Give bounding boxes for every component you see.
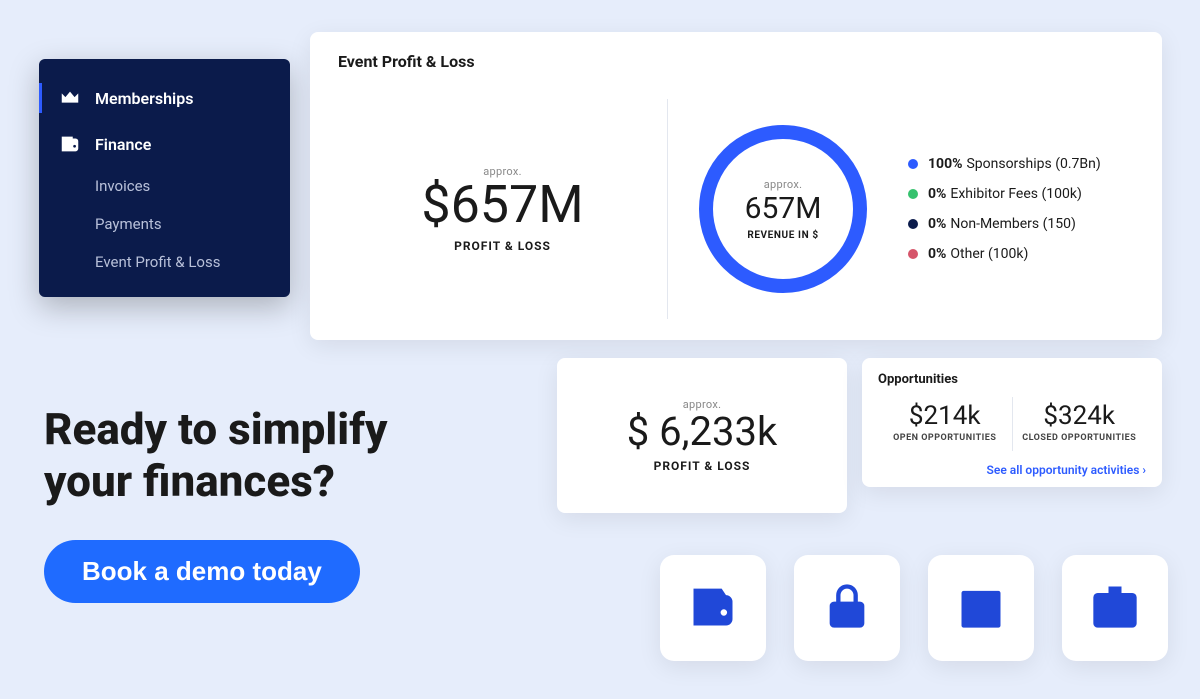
sidebar-sub-invoices[interactable]: Invoices (39, 167, 290, 205)
pl-value: $657M (421, 178, 583, 233)
legend-item: 100% Sponsorships (0.7Bn) (908, 156, 1134, 172)
pl2-value: $ 6,233k (627, 411, 777, 453)
legend-dot (908, 219, 918, 229)
pl-total-block: approx. $657M PROFIT & LOSS (338, 99, 668, 319)
legend-item: 0% Exhibitor Fees (100k) (908, 186, 1134, 202)
card-opportunities: Opportunities $214k OPEN OPPORTUNITIES $… (862, 358, 1162, 487)
sidebar-sub-payments[interactable]: Payments (39, 205, 290, 243)
tile-lock[interactable] (794, 555, 900, 661)
crown-icon (59, 87, 81, 109)
tile-calendar[interactable] (928, 555, 1034, 661)
book-demo-button[interactable]: Book a demo today (44, 540, 360, 603)
closed-opportunities: $324k CLOSED OPPORTUNITIES (1013, 397, 1147, 451)
legend-item: 0% Other (100k) (908, 246, 1134, 262)
card-event-profit-loss: Event Profit & Loss approx. $657M PROFIT… (310, 32, 1162, 340)
wallet-icon (687, 580, 739, 636)
revenue-donut: approx. 657M REVENUE IN $ (699, 125, 867, 293)
calendar-icon (955, 580, 1007, 636)
tile-wallet[interactable] (660, 555, 766, 661)
see-all-opportunities-link[interactable]: See all opportunity activities › (878, 463, 1146, 477)
card-profit-loss-small: approx. $ 6,233k PROFIT & LOSS (557, 358, 847, 513)
sidebar-sub-epl[interactable]: Event Profit & Loss (39, 243, 290, 281)
sidebar-item-label: Memberships (95, 89, 193, 108)
wallet-icon (59, 133, 81, 155)
tile-id-badge[interactable] (1062, 555, 1168, 661)
open-opportunities: $214k OPEN OPPORTUNITIES (878, 397, 1013, 451)
opps-title: Opportunities (878, 372, 1146, 387)
card-title: Event Profit & Loss (338, 52, 1134, 71)
sidebar-item-label: Finance (95, 135, 151, 154)
legend-dot (908, 249, 918, 259)
pl-sublabel: PROFIT & LOSS (454, 239, 551, 253)
lock-icon (821, 580, 873, 636)
legend-item: 0% Non-Members (150) (908, 216, 1134, 232)
feature-tiles (660, 555, 1168, 661)
sidebar-item-finance[interactable]: Finance (39, 121, 290, 167)
legend-dot (908, 189, 918, 199)
cta-block: Ready to simplify your finances? Book a … (44, 404, 387, 603)
sidebar: Memberships Finance Invoices Payments Ev… (39, 59, 290, 297)
sidebar-item-memberships[interactable]: Memberships (39, 75, 290, 121)
legend-dot (908, 159, 918, 169)
donut-block: approx. 657M REVENUE IN $ (668, 99, 898, 319)
cta-heading: Ready to simplify your finances? (44, 404, 387, 508)
legend: 100% Sponsorships (0.7Bn) 0% Exhibitor F… (898, 99, 1134, 319)
id-badge-icon (1089, 580, 1141, 636)
donut-sublabel: REVENUE IN $ (747, 230, 818, 241)
donut-value: 657M (745, 191, 822, 226)
